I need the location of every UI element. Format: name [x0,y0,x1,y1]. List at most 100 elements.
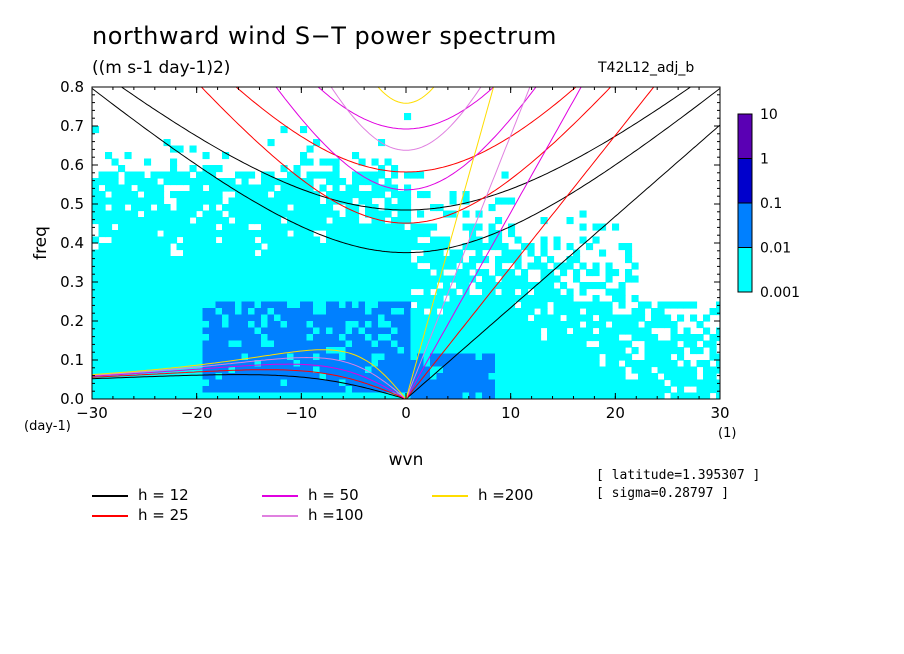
field-cell [560,301,568,309]
field-cell [189,210,197,218]
field-cell [118,379,126,387]
field-cell [326,366,334,374]
field-cell [410,223,418,231]
field-cell [332,158,340,166]
field-cell [254,210,262,218]
field-cell [326,295,334,303]
field-cell [300,308,308,316]
field-cell [371,379,379,387]
field-cell [423,191,431,199]
field-cell [657,347,665,355]
field-cell [235,301,243,309]
field-cell [293,347,301,355]
field-cell [651,314,659,322]
field-cell [469,262,477,270]
field-cell [209,262,217,270]
field-cell [254,379,262,387]
field-cell [209,184,217,192]
field-cell [456,282,464,290]
field-cell [449,379,457,387]
field-cell [365,256,373,264]
dispersion-curve [92,374,407,399]
field-cell [261,217,269,225]
field-cell [176,275,184,283]
field-cell [482,301,490,309]
field-cell [248,386,256,394]
field-cell [163,282,171,290]
field-cell [397,275,405,283]
field-cell [144,262,152,270]
field-cell [131,204,139,212]
field-cell [150,392,158,399]
field-cell [573,360,581,368]
dispersion-curve [317,87,495,130]
field-cell [352,282,360,290]
field-cell [683,392,691,399]
field-cell [274,334,282,342]
field-cell [105,353,113,361]
field-cell [391,327,399,335]
y-tick-label: 0.0 [60,390,84,408]
field-cell [495,334,503,342]
field-cell [215,282,223,290]
field-cell [423,334,431,342]
field-cell [241,327,249,335]
field-cell [92,360,100,368]
field-cell [397,321,405,329]
field-cell [235,360,243,368]
field-cell [683,327,691,335]
field-cell [404,204,412,212]
field-cell [417,308,425,316]
field-cell [170,288,178,296]
field-cell [319,353,327,361]
field-cell [612,347,620,355]
field-cell [202,295,210,303]
field-cell [261,347,269,355]
field-cell [462,308,470,316]
field-cell [365,379,373,387]
field-cell [397,217,405,225]
field-cell [690,314,698,322]
field-cell [560,327,568,335]
field-cell [176,178,184,186]
field-cell [235,308,243,316]
field-cell [573,301,581,309]
field-cell [222,236,230,244]
field-cell [352,373,360,381]
field-cell [547,392,555,399]
field-cell [189,386,197,394]
field-cell [111,204,119,212]
field-cell [248,288,256,296]
field-cell [696,392,704,399]
field-cell [267,347,275,355]
field-cell [124,366,132,374]
field-cell [300,217,308,225]
field-cell [384,243,392,251]
field-cell [462,386,470,394]
field-cell [592,236,600,244]
field-cell [215,386,223,394]
field-cell [384,327,392,335]
axis-ticks: −30 −20 −10 0 10 20 300.00.10.20.30.40.50.60.7… [60,78,729,422]
field-cell [352,347,360,355]
field-cell [105,262,113,270]
field-cell [501,392,509,399]
field-cell [300,256,308,264]
field-cell [358,171,366,179]
field-cell [644,353,652,361]
field-cell [105,288,113,296]
x-unit-label: (1) [718,426,736,441]
field-cell [111,295,119,303]
field-cell [657,366,665,374]
field-cell [92,269,100,277]
field-cell [449,191,457,199]
field-cell [189,269,197,277]
field-cell [547,275,555,283]
field-cell [274,217,282,225]
field-cell [618,314,626,322]
field-cell [189,223,197,231]
field-cell [111,236,119,244]
field-cell [274,191,282,199]
field-cell [345,308,353,316]
field-cell [456,386,464,394]
